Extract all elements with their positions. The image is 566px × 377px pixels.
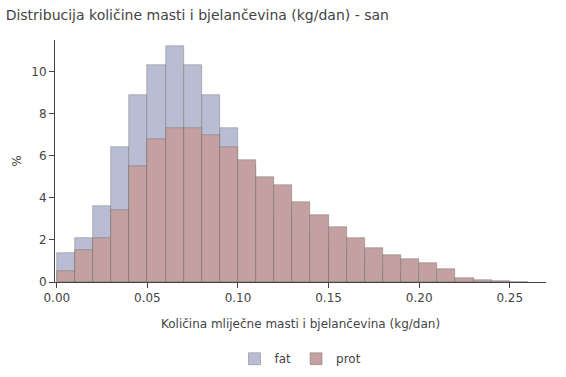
svg-text:0: 0 [39,275,47,289]
svg-text:0.15: 0.15 [315,291,342,305]
svg-text:Količina mliječne masti i bjel: Količina mliječne masti i bjelančevina (… [161,317,440,331]
svg-text:fat: fat [275,352,292,366]
svg-text:6: 6 [39,149,47,163]
svg-text:Distribucija količine masti i: Distribucija količine masti i bjelančevi… [6,7,389,23]
svg-text:0.20: 0.20 [406,291,433,305]
svg-text:0.05: 0.05 [134,291,161,305]
svg-text:0.00: 0.00 [43,291,70,305]
svg-text:prot: prot [336,352,361,366]
svg-text:%: % [10,155,24,166]
svg-text:8: 8 [39,107,47,121]
svg-text:10: 10 [31,65,46,79]
svg-text:2: 2 [39,233,47,247]
svg-text:0.25: 0.25 [496,291,523,305]
svg-text:4: 4 [39,191,47,205]
svg-text:0.10: 0.10 [225,291,252,305]
